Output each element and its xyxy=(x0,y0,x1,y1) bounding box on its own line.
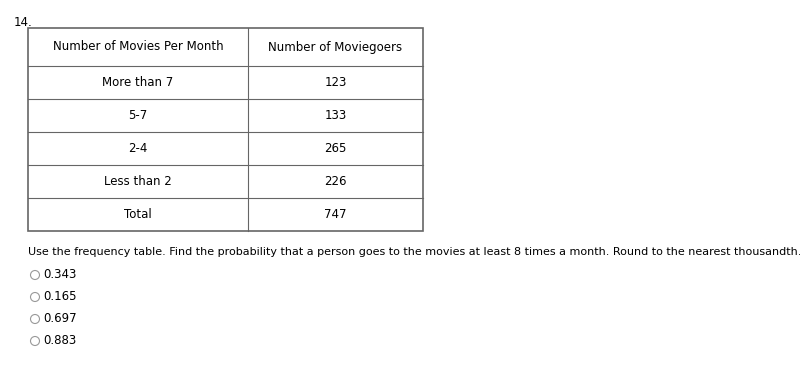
Bar xyxy=(28,28,423,231)
Text: 0.883: 0.883 xyxy=(43,335,77,348)
Text: 0.165: 0.165 xyxy=(43,291,77,303)
Text: 2-4: 2-4 xyxy=(128,142,148,155)
Text: Number of Movies Per Month: Number of Movies Per Month xyxy=(53,40,223,54)
Text: 14.: 14. xyxy=(14,16,33,29)
Text: Use the frequency table. Find the probability that a person goes to the movies a: Use the frequency table. Find the probab… xyxy=(28,247,800,257)
Text: More than 7: More than 7 xyxy=(102,76,174,89)
Text: 0.697: 0.697 xyxy=(43,313,77,325)
Text: Total: Total xyxy=(124,208,152,221)
Text: 123: 123 xyxy=(324,76,346,89)
Text: 747: 747 xyxy=(324,208,346,221)
Text: 265: 265 xyxy=(324,142,346,155)
Text: Number of Moviegoers: Number of Moviegoers xyxy=(269,40,402,54)
Text: Less than 2: Less than 2 xyxy=(104,175,172,188)
Text: 226: 226 xyxy=(324,175,346,188)
Text: 133: 133 xyxy=(324,109,346,122)
Text: 5-7: 5-7 xyxy=(128,109,148,122)
Text: 0.343: 0.343 xyxy=(43,268,77,281)
